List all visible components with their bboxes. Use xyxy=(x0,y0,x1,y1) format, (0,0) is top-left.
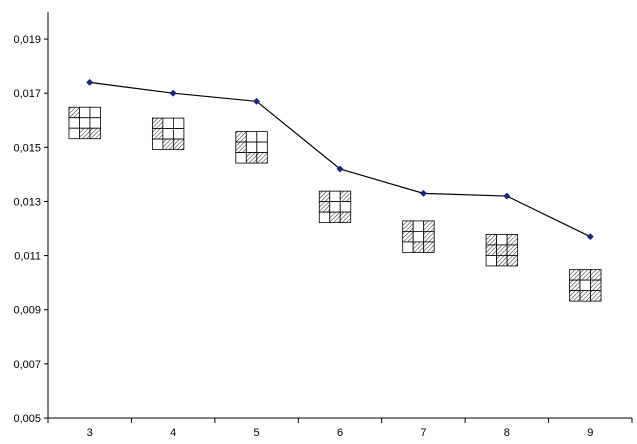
grid-cell-hatched xyxy=(68,106,80,119)
grid-cell-hatched xyxy=(485,244,498,256)
grid-icon xyxy=(318,190,352,224)
grid-cell-empty xyxy=(172,117,185,129)
series-line xyxy=(86,78,594,241)
grid-cell-empty xyxy=(256,131,268,143)
grid-cell-empty xyxy=(496,234,508,246)
axes: 0,005 0,007 0,009 0,011 0,013 0,015 0,017 0,019… xyxy=(13,12,633,439)
grid-cell-hatched xyxy=(590,269,602,281)
grid-cell-hatched xyxy=(235,141,247,153)
grid-cell-hatched xyxy=(423,220,435,232)
grid-cell-empty xyxy=(339,201,352,213)
grid-cell-hatched xyxy=(496,255,508,267)
grid-cell-empty xyxy=(162,117,174,129)
grid-cell-hatched xyxy=(89,127,101,140)
grid-cell-hatched xyxy=(339,211,352,224)
grid-cell-empty xyxy=(412,220,425,232)
x-tick-label: 6 xyxy=(337,427,343,439)
x-tick-label: 3 xyxy=(87,427,93,439)
grid-cell-empty xyxy=(245,141,258,153)
grid-cell-empty xyxy=(245,131,258,143)
grid-cell-hatched xyxy=(339,190,352,203)
grid-cell-empty xyxy=(172,128,185,140)
grid-cell-hatched xyxy=(412,241,425,253)
grid-cell-hatched xyxy=(506,244,519,256)
x-tick-label: 7 xyxy=(420,427,426,439)
grid-cell-hatched xyxy=(496,244,508,256)
grid-cell-hatched xyxy=(172,138,185,150)
grid-cell-hatched xyxy=(423,231,435,243)
grid-cell-hatched xyxy=(245,152,258,164)
grid-cell-empty xyxy=(162,128,174,140)
grid-cell-hatched xyxy=(318,190,331,203)
grid-icon xyxy=(569,269,602,302)
grid-cell-empty xyxy=(256,141,268,153)
grid-cell-hatched xyxy=(256,152,268,164)
data-point-marker xyxy=(253,97,261,105)
grid-cell-empty xyxy=(68,127,80,140)
grid-cell-empty xyxy=(329,201,341,213)
grid-icon xyxy=(68,106,101,140)
grid-cell-empty xyxy=(402,241,414,253)
x-tick-label: 9 xyxy=(587,427,593,439)
grid-cell-hatched xyxy=(569,279,581,292)
data-point-marker xyxy=(336,165,344,173)
grid-cell-hatched xyxy=(329,211,341,224)
data-point-marker xyxy=(419,189,427,197)
grid-cell-empty xyxy=(79,117,91,129)
grid-cell-hatched xyxy=(79,127,91,140)
data-point-marker xyxy=(86,78,94,86)
grid-cell-empty xyxy=(318,211,331,224)
grid-icon xyxy=(151,117,185,150)
grid-cell-hatched xyxy=(590,279,602,292)
grid-icon xyxy=(235,131,268,164)
y-tick-label: 0,017 xyxy=(13,88,41,100)
x-tick-label: 8 xyxy=(504,427,510,439)
grid-cell-hatched xyxy=(402,231,414,243)
grid-cell-hatched xyxy=(506,255,519,267)
grid-cell-empty xyxy=(89,106,101,119)
grid-cell-hatched xyxy=(423,241,435,253)
pattern-icons xyxy=(68,106,602,302)
grid-cell-hatched xyxy=(402,220,414,232)
data-point-marker xyxy=(169,89,177,97)
x-tick-label: 4 xyxy=(170,427,176,439)
grid-cell-hatched xyxy=(590,290,602,302)
y-tick-label: 0,011 xyxy=(14,251,41,263)
y-tick-label: 0,005 xyxy=(13,413,41,425)
y-tick-label: 0,013 xyxy=(13,196,41,208)
data-point-marker xyxy=(503,192,511,200)
grid-cell-hatched xyxy=(579,290,591,302)
grid-icon xyxy=(402,220,435,253)
grid-icon xyxy=(485,234,519,267)
grid-cell-hatched xyxy=(151,128,164,140)
grid-cell-empty xyxy=(235,152,247,164)
grid-cell-empty xyxy=(68,117,80,129)
data-point-marker xyxy=(586,233,594,241)
grid-cell-hatched xyxy=(569,290,581,302)
y-tick-label: 0,009 xyxy=(13,305,41,317)
grid-cell-empty xyxy=(79,106,91,119)
grid-cell-hatched xyxy=(162,138,174,150)
grid-cell-hatched xyxy=(569,269,581,281)
grid-cell-empty xyxy=(485,255,498,267)
grid-cell-hatched xyxy=(235,131,247,143)
grid-cell-hatched xyxy=(318,201,331,213)
y-tick-label: 0,015 xyxy=(13,142,41,154)
grid-cell-hatched xyxy=(506,234,519,246)
grid-cell-empty xyxy=(579,279,591,292)
y-tick-label: 0,007 xyxy=(13,359,41,371)
grid-cell-empty xyxy=(89,117,101,129)
grid-cell-hatched xyxy=(151,117,164,129)
grid-cell-hatched xyxy=(485,234,498,246)
grid-cell-empty xyxy=(412,231,425,243)
y-tick-label: 0,019 xyxy=(13,34,41,46)
grid-cell-hatched xyxy=(579,269,591,281)
x-tick-label: 5 xyxy=(254,427,260,439)
grid-cell-empty xyxy=(329,190,341,203)
grid-cell-empty xyxy=(151,138,164,150)
